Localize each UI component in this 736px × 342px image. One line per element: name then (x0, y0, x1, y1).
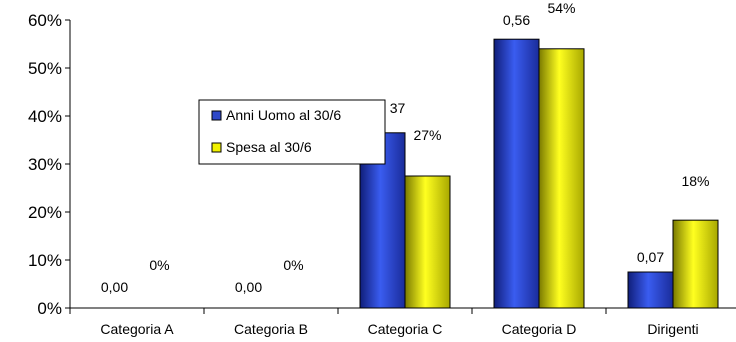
y-tick-label: 10% (28, 251, 62, 270)
bar-series-1 (538, 48, 585, 309)
x-category-label: Categoria A (100, 321, 174, 337)
data-label-series-0: 0,56 (503, 12, 530, 28)
bar-series-1 (404, 175, 451, 309)
y-tick-label: 30% (28, 155, 62, 174)
data-label-series-1: 54% (547, 0, 575, 16)
data-label-series-1: 18% (681, 173, 709, 189)
y-tick-label: 0% (37, 299, 62, 318)
legend: Anni Uomo al 30/6 Spesa al 30/6 (198, 99, 386, 165)
data-label-series-1: 27% (413, 127, 441, 143)
y-tick-label: 60% (28, 11, 62, 30)
x-category-label: Categoria B (234, 321, 308, 337)
y-tick-label: 40% (28, 107, 62, 126)
data-label-series-1: 0% (283, 257, 303, 273)
bar-series-0 (627, 271, 674, 309)
y-tick-label: 50% (28, 59, 62, 78)
x-category-label: Categoria C (368, 321, 443, 337)
y-ticks: 0% 10% 20% 30% 40% 50% 60% (28, 11, 70, 318)
data-label-series-1: 0% (149, 257, 169, 273)
legend-box (198, 99, 386, 165)
data-label-series-0: 0,00 (235, 279, 262, 295)
y-tick-label: 20% (28, 203, 62, 222)
data-label-series-0: 0,00 (101, 279, 128, 295)
x-category-label: Dirigenti (647, 321, 698, 337)
legend-swatch-1 (211, 142, 222, 153)
x-category-label: Categoria D (502, 321, 577, 337)
bar-series-0 (493, 38, 540, 309)
data-label-series-0: 37 (390, 100, 406, 116)
data-label-series-0: 0,07 (637, 249, 664, 265)
x-categories: Categoria A Categoria B Categoria C Categor… (69, 308, 699, 337)
bars (359, 38, 719, 309)
legend-swatch-0 (211, 110, 222, 121)
bar-series-1 (672, 219, 719, 309)
legend-label-0: Anni Uomo al 30/6 (226, 107, 341, 123)
legend-label-1: Spesa al 30/6 (226, 139, 312, 155)
data-labels: 0,00 0,00 37 0,56 0,07 0% 0% 27% 54% 18% (101, 0, 710, 295)
